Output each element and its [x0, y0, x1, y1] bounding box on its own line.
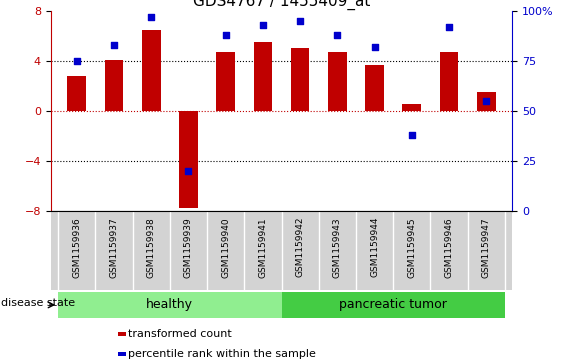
Point	[445, 24, 454, 30]
Bar	[58, 292, 282, 318]
Point	[296, 18, 305, 24]
Bar	[68, 76, 86, 111]
Text: GSM1159936: GSM1159936	[72, 217, 81, 278]
Bar	[440, 52, 458, 111]
Text: GSM1159940: GSM1159940	[221, 217, 230, 278]
Bar	[105, 60, 123, 111]
Text: disease state: disease state	[1, 298, 75, 309]
Text: GSM1159939: GSM1159939	[184, 217, 193, 278]
Text: percentile rank within the sample: percentile rank within the sample	[128, 349, 316, 359]
Point	[482, 98, 491, 103]
Bar	[142, 30, 160, 111]
Text: GSM1159944: GSM1159944	[370, 217, 379, 277]
Point	[184, 168, 193, 174]
Text: GSM1159945: GSM1159945	[407, 217, 416, 278]
Bar	[179, 111, 198, 208]
Point	[109, 42, 118, 48]
Point	[333, 32, 342, 38]
Bar	[291, 48, 310, 111]
Text: transformed count: transformed count	[128, 329, 232, 339]
Text: GSM1159941: GSM1159941	[258, 217, 267, 278]
Bar	[216, 52, 235, 111]
Text: pancreatic tumor: pancreatic tumor	[339, 298, 447, 311]
Bar	[253, 42, 272, 111]
Title: GDS4767 / 1455409_at: GDS4767 / 1455409_at	[193, 0, 370, 9]
Text: healthy: healthy	[146, 298, 193, 311]
Text: GSM1159943: GSM1159943	[333, 217, 342, 278]
Point	[370, 44, 379, 50]
Point	[72, 58, 81, 64]
Text: GSM1159947: GSM1159947	[482, 217, 491, 278]
Point	[221, 32, 230, 38]
Text: GSM1159942: GSM1159942	[296, 217, 305, 277]
Text: GSM1159946: GSM1159946	[445, 217, 454, 278]
Bar	[282, 292, 505, 318]
Point	[407, 132, 416, 138]
Bar	[328, 52, 347, 111]
Bar	[365, 65, 384, 111]
Point	[147, 14, 156, 20]
Bar	[477, 92, 495, 111]
Text: GSM1159938: GSM1159938	[147, 217, 156, 278]
Point	[258, 22, 267, 28]
Bar	[403, 105, 421, 111]
Text: GSM1159937: GSM1159937	[109, 217, 118, 278]
